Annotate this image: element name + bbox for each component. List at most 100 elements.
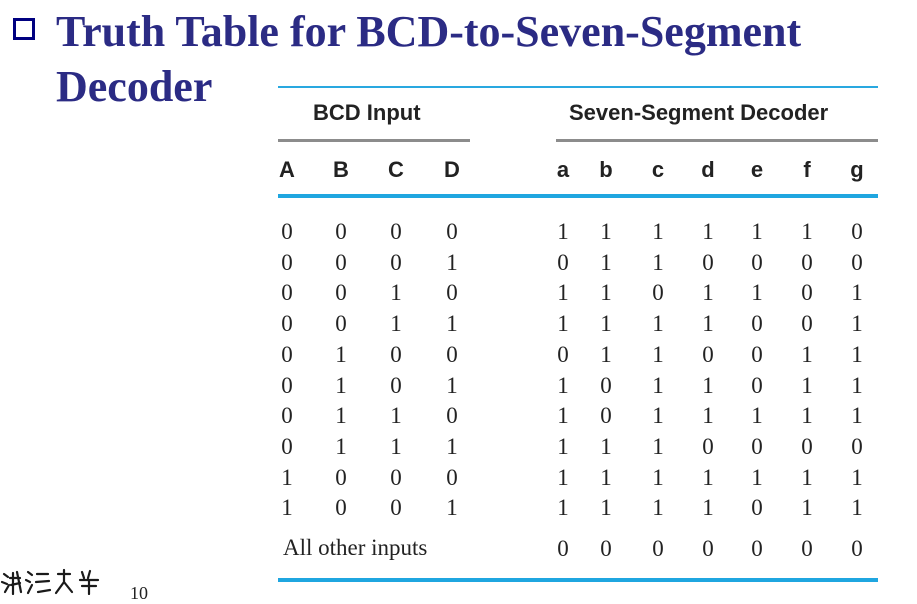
output-cell: 1 [652, 403, 664, 429]
input-cell: 0 [335, 464, 347, 490]
output-cell: 0 [702, 249, 714, 275]
output-cell: 1 [702, 372, 714, 398]
column-header-input: C [388, 157, 404, 182]
header-rule [278, 194, 878, 198]
output-cell: 1 [600, 311, 612, 337]
output-cell: 0 [751, 495, 763, 521]
input-cell: 0 [335, 280, 347, 306]
title-line-2: Decoder [56, 62, 213, 111]
output-cell: 1 [801, 464, 813, 490]
input-cell: 1 [446, 249, 458, 275]
output-cell: 1 [751, 219, 763, 244]
column-header-output: b [599, 157, 613, 182]
square-bullet-icon [13, 18, 35, 40]
input-cell: 1 [390, 280, 402, 306]
output-cell: 0 [801, 433, 813, 459]
output-cell: 1 [557, 280, 569, 306]
output-cell: 0 [751, 536, 763, 561]
column-header-output: d [701, 157, 715, 182]
output-cell: 1 [851, 311, 863, 337]
output-cell: 1 [652, 219, 664, 244]
output-cell: 1 [652, 249, 664, 275]
slide-title: Truth Table for BCD-to-Seven-Segment Dec… [56, 4, 916, 114]
input-cell: 1 [446, 372, 458, 398]
output-cell: 1 [801, 372, 813, 398]
input-cell: 1 [446, 495, 458, 521]
output-cell: 0 [652, 536, 664, 561]
output-cell: 0 [801, 311, 813, 337]
output-cell: 0 [557, 249, 569, 275]
output-cell: 0 [702, 433, 714, 459]
page-number: 10 [130, 583, 148, 603]
group-header-bcd-input: BCD Input [313, 100, 421, 125]
output-cell: 1 [702, 495, 714, 521]
output-cell: 1 [702, 464, 714, 490]
output-cell: 0 [751, 341, 763, 367]
output-cell: 0 [652, 280, 664, 306]
group-rule-output [556, 139, 878, 142]
input-cell: 0 [390, 219, 402, 244]
input-cell: 1 [390, 311, 402, 337]
output-cell: 0 [702, 536, 714, 561]
input-cell: 0 [281, 249, 293, 275]
output-cell: 1 [702, 219, 714, 244]
group-header-seven-segment: Seven-Segment Decoder [569, 100, 829, 125]
output-cell: 1 [557, 495, 569, 521]
output-cell: 0 [702, 341, 714, 367]
input-cell: 0 [335, 249, 347, 275]
column-header-input: A [279, 157, 295, 182]
output-cell: 1 [600, 464, 612, 490]
output-cell: 1 [851, 464, 863, 490]
output-cell: 1 [652, 311, 664, 337]
input-cell: 0 [446, 341, 458, 367]
input-cell: 1 [390, 403, 402, 429]
output-cell: 0 [557, 536, 569, 561]
input-cell: 1 [446, 433, 458, 459]
output-cell: 1 [851, 341, 863, 367]
output-cell: 1 [751, 280, 763, 306]
output-cell: 1 [851, 495, 863, 521]
input-cell: 1 [446, 311, 458, 337]
input-cell: 0 [446, 464, 458, 490]
output-cell: 1 [557, 403, 569, 429]
input-cell: 0 [390, 495, 402, 521]
input-cell: 0 [446, 219, 458, 244]
title-line-1: Truth Table for BCD-to-Seven-Segment [56, 7, 802, 56]
output-cell: 1 [600, 495, 612, 521]
output-cell: 1 [600, 249, 612, 275]
input-cell: 0 [281, 433, 293, 459]
column-header-input: B [333, 157, 349, 182]
output-cell: 1 [557, 372, 569, 398]
column-header-output: e [750, 157, 764, 182]
all-other-inputs-label: All other inputs [283, 535, 428, 560]
output-cell: 1 [652, 464, 664, 490]
output-cell: 1 [600, 341, 612, 367]
output-cell: 1 [702, 311, 714, 337]
input-cell: 0 [335, 311, 347, 337]
output-cell: 0 [600, 403, 612, 429]
input-cell: 1 [335, 341, 347, 367]
input-cell: 1 [390, 433, 402, 459]
input-cell: 0 [335, 219, 347, 244]
output-cell: 1 [652, 433, 664, 459]
input-cell: 1 [335, 433, 347, 459]
output-cell: 1 [557, 464, 569, 490]
input-cell: 0 [390, 249, 402, 275]
output-cell: 0 [801, 536, 813, 561]
output-cell: 0 [851, 433, 863, 459]
column-header-output: f [803, 157, 811, 182]
output-cell: 1 [557, 311, 569, 337]
output-cell: 0 [851, 219, 863, 244]
output-cell: 1 [702, 403, 714, 429]
output-cell: 1 [801, 219, 813, 244]
group-rule-input [278, 139, 470, 142]
output-cell: 0 [801, 249, 813, 275]
column-header-output: c [651, 157, 665, 182]
output-cell: 0 [851, 536, 863, 561]
input-cell: 0 [390, 464, 402, 490]
input-cell: 1 [335, 403, 347, 429]
output-cell: 0 [851, 249, 863, 275]
input-cell: 1 [281, 495, 293, 521]
input-cell: 0 [446, 280, 458, 306]
output-cell: 0 [600, 536, 612, 561]
